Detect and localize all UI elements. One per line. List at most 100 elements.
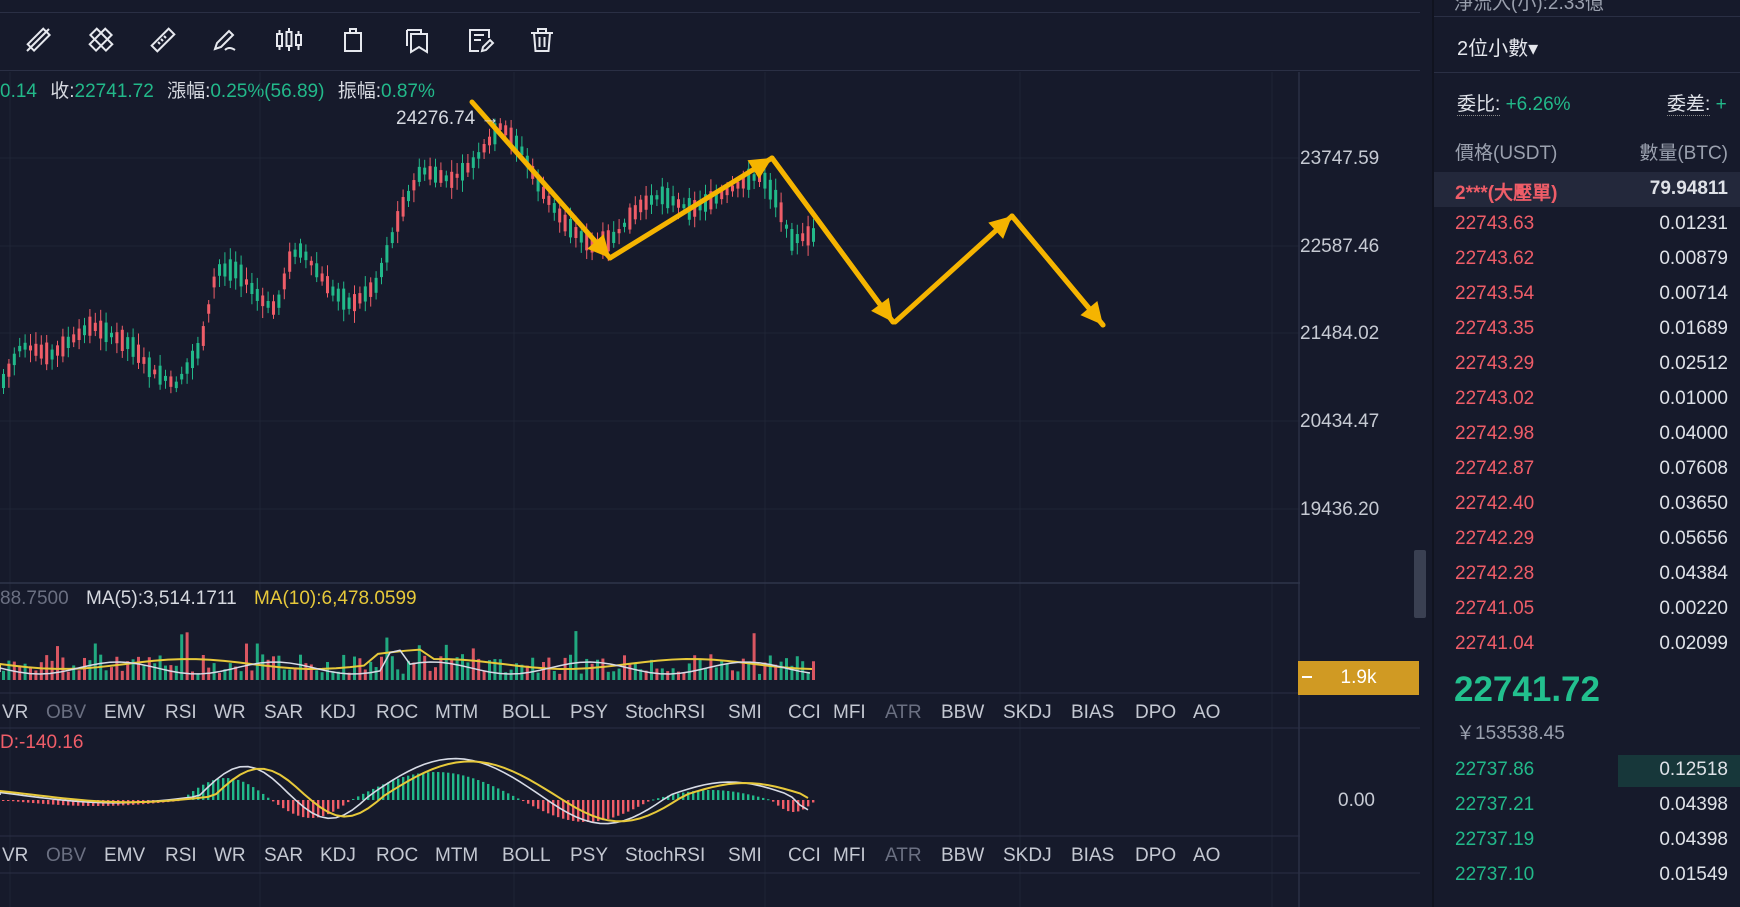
tab-emv[interactable]: EMV	[104, 845, 146, 866]
tab-skdj[interactable]: SKDJ	[1003, 845, 1052, 866]
tab-stochrsi[interactable]: StochRSI	[625, 845, 706, 866]
ask-qty: 0.02099	[1659, 633, 1728, 654]
bid-ask-ratio: 委比: +6.26%	[1457, 89, 1571, 116]
edit-note-icon[interactable]	[462, 22, 498, 58]
tab-dpo[interactable]: DPO	[1135, 845, 1177, 866]
y-tick-1: 23747.59	[1300, 148, 1380, 169]
volume-ma5: MA(5):3,514.1711	[85, 588, 237, 609]
high-price-marker: 24276.74 →	[396, 108, 500, 129]
tab-wr[interactable]: WR	[214, 845, 246, 866]
tab-rsi[interactable]: RSI	[165, 702, 197, 723]
big-order-row[interactable]: 2***(大壓單) 79.94811	[1434, 172, 1740, 207]
tab-mtm[interactable]: MTM	[435, 702, 479, 723]
bid-price: 22737.10	[1455, 864, 1535, 885]
tab-smi[interactable]: SMI	[728, 702, 762, 723]
tab-rsi[interactable]: RSI	[165, 845, 197, 866]
tab-sar[interactable]: SAR	[264, 702, 304, 723]
net-inflow-partial: 淨流入(小):2.33億	[1454, 0, 1604, 14]
ask-row[interactable]: 22743.29 0.02512	[1434, 347, 1740, 382]
trash-icon[interactable]	[524, 22, 560, 58]
tab-boll[interactable]: BOLL	[502, 845, 551, 866]
tab-bias[interactable]: BIAS	[1071, 702, 1115, 723]
ratio-label: 委比:	[1457, 94, 1501, 116]
tab-emv[interactable]: EMV	[104, 702, 146, 723]
bid-qty: 0.04398	[1659, 794, 1728, 815]
bid-row[interactable]: 22737.21 0.04398	[1434, 788, 1740, 823]
ask-row[interactable]: 22742.87 0.07608	[1434, 452, 1740, 487]
diff-label: 委差:	[1667, 94, 1711, 116]
tab-dpo[interactable]: DPO	[1135, 702, 1177, 723]
ask-row[interactable]: 22743.54 0.00714	[1434, 277, 1740, 312]
last-price-cny: ￥153538.45	[1456, 723, 1565, 744]
tab-ao[interactable]: AO	[1193, 845, 1221, 866]
ask-row[interactable]: 22743.02 0.01000	[1434, 382, 1740, 417]
ruler-cross-icon[interactable]	[82, 22, 118, 58]
tab-wr[interactable]: WR	[214, 702, 246, 723]
ask-row[interactable]: 22741.04 0.02099	[1434, 627, 1740, 662]
ask-row[interactable]: 22743.35 0.01689	[1434, 312, 1740, 347]
close-value: 22741.72	[74, 81, 154, 102]
amplitude-value: 0.87%	[381, 81, 435, 102]
bid-qty: 0.12518	[1659, 759, 1728, 780]
bid-qty: 0.01549	[1659, 864, 1728, 885]
tab-vr[interactable]: VR	[2, 845, 29, 866]
ask-price: 22743.02	[1455, 388, 1535, 409]
grid-lines	[0, 72, 1420, 907]
tab-vr[interactable]: VR	[2, 702, 29, 723]
volume-ma-legend: 88.7500 MA(5):3,514.1711 MA(10):6,478.05…	[0, 588, 429, 610]
bid-ask-diff: 委差: +	[1667, 89, 1727, 116]
tab-bbw[interactable]: BBW	[941, 702, 985, 723]
tab-bias[interactable]: BIAS	[1071, 845, 1115, 866]
tab-obv[interactable]: OBV	[46, 845, 87, 866]
ask-row[interactable]: 22743.62 0.00879	[1434, 242, 1740, 277]
ask-price: 22742.98	[1455, 423, 1535, 444]
tab-mfi[interactable]: MFI	[833, 702, 866, 723]
tab-mtm[interactable]: MTM	[435, 845, 479, 866]
tab-atr[interactable]: ATR	[885, 845, 922, 866]
tab-roc[interactable]: ROC	[376, 702, 419, 723]
tab-boll[interactable]: BOLL	[502, 702, 551, 723]
clipboard-icon[interactable]	[335, 22, 371, 58]
pen-icon[interactable]	[206, 22, 242, 58]
tab-stochrsi[interactable]: StochRSI	[625, 702, 706, 723]
chart-area[interactable]: 0.14 收:22741.72 漲幅:0.25%(56.89) 振幅:0.87%…	[0, 0, 1420, 907]
decimal-selector[interactable]: 2位小數▾	[1457, 38, 1539, 60]
tab-mfi[interactable]: MFI	[833, 845, 866, 866]
macd-histogram	[0, 757, 815, 825]
ask-row[interactable]: 22742.40 0.03650	[1434, 487, 1740, 522]
tab-obv[interactable]: OBV	[46, 702, 87, 723]
ruler-diagonal-icon[interactable]	[20, 22, 56, 58]
bid-row[interactable]: 22737.86 0.12518	[1434, 753, 1740, 788]
ask-row[interactable]: 22742.98 0.04000	[1434, 417, 1740, 452]
tab-cci[interactable]: CCI	[788, 702, 821, 723]
bid-row[interactable]: 22737.19 0.04398	[1434, 823, 1740, 858]
ask-row[interactable]: 22742.28 0.04384	[1434, 557, 1740, 592]
tab-psy[interactable]: PSY	[570, 845, 609, 866]
chart-top-border	[0, 0, 1420, 13]
y-tick-3: 21484.02	[1300, 323, 1380, 344]
copy-icon[interactable]	[399, 22, 435, 58]
tab-atr[interactable]: ATR	[885, 702, 922, 723]
tab-kdj[interactable]: KDJ	[320, 702, 356, 723]
ask-row[interactable]: 22743.63 0.01231	[1434, 207, 1740, 242]
tab-bbw[interactable]: BBW	[941, 845, 985, 866]
ask-row[interactable]: 22741.05 0.00220	[1434, 592, 1740, 627]
tab-kdj[interactable]: KDJ	[320, 845, 356, 866]
ask-row[interactable]: 22742.29 0.05656	[1434, 522, 1740, 557]
bid-price: 22737.86	[1455, 759, 1535, 780]
panel-collapse-handle[interactable]	[1414, 550, 1426, 618]
tab-skdj[interactable]: SKDJ	[1003, 702, 1052, 723]
change-value: 0.25%(56.89)	[210, 81, 325, 102]
ruler-icon[interactable]	[144, 22, 180, 58]
bid-row[interactable]: 22737.10 0.01549	[1434, 858, 1740, 893]
ask-price: 22742.40	[1455, 493, 1535, 514]
tab-roc[interactable]: ROC	[376, 845, 419, 866]
tab-smi[interactable]: SMI	[728, 845, 762, 866]
tab-cci[interactable]: CCI	[788, 845, 821, 866]
price-column-header: 價格(USDT)	[1455, 143, 1558, 164]
tab-psy[interactable]: PSY	[570, 702, 609, 723]
tab-ao[interactable]: AO	[1193, 702, 1221, 723]
tab-sar[interactable]: SAR	[264, 845, 304, 866]
ask-price: 22741.04	[1455, 633, 1535, 654]
candles-icon[interactable]	[271, 22, 307, 58]
